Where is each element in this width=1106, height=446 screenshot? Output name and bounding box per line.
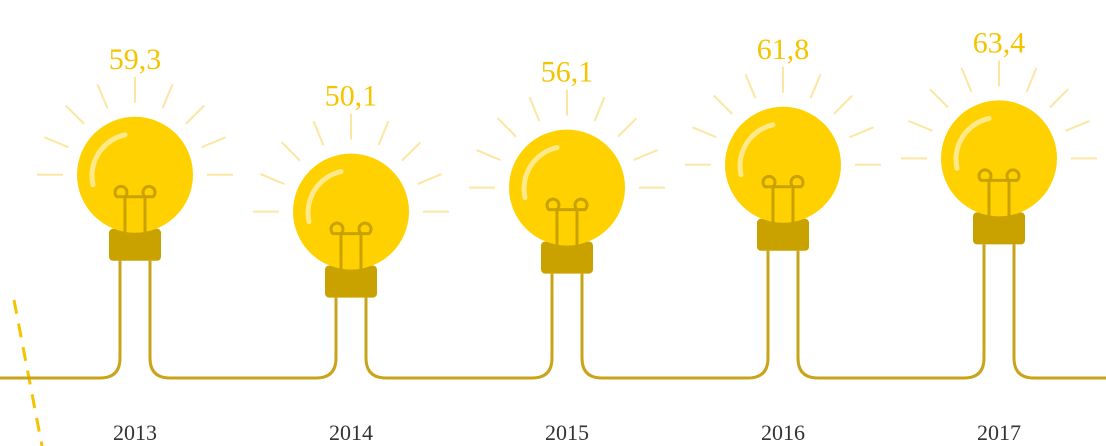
- filament: [977, 168, 1021, 217]
- bulb: [253, 113, 449, 298]
- value-label: 50,1: [325, 80, 378, 113]
- x-tick-label: 2015: [545, 420, 589, 445]
- ray: [593, 96, 606, 122]
- socket: [541, 241, 593, 274]
- ray: [1065, 119, 1090, 132]
- ray: [692, 126, 717, 139]
- bulbs: [37, 60, 1097, 298]
- highlight: [737, 122, 776, 178]
- socket: [757, 218, 809, 251]
- ray: [712, 94, 733, 115]
- wire: [0, 244, 1106, 380]
- ray: [96, 83, 109, 109]
- ray: [744, 73, 757, 99]
- ray: [280, 141, 301, 162]
- value-label: 56,1: [541, 56, 594, 89]
- ray: [476, 149, 501, 161]
- ray: [185, 104, 206, 125]
- ray: [928, 88, 949, 109]
- ray: [64, 104, 85, 125]
- ray: [161, 83, 174, 109]
- filament: [329, 221, 373, 270]
- ray: [833, 94, 854, 115]
- bulb: [469, 89, 665, 274]
- filament: [545, 197, 589, 246]
- ray: [417, 173, 442, 185]
- ray: [908, 119, 933, 132]
- value-label: 59,3: [109, 43, 162, 76]
- wires: [0, 244, 1106, 380]
- ray: [44, 136, 69, 149]
- socket: [325, 265, 377, 298]
- ray: [528, 96, 541, 122]
- x-tick-label: 2017: [977, 420, 1021, 445]
- decor-dash: [12, 299, 44, 446]
- ray: [496, 117, 517, 138]
- ray: [401, 141, 422, 162]
- ray: [849, 126, 874, 139]
- ray: [617, 117, 638, 138]
- highlight: [521, 145, 560, 201]
- ray: [1025, 67, 1038, 93]
- ray: [633, 149, 658, 161]
- ray: [260, 173, 285, 185]
- filament: [761, 174, 805, 223]
- socket: [109, 228, 161, 261]
- ray: [312, 120, 325, 146]
- x-tick-label: 2016: [761, 420, 805, 445]
- ray: [960, 67, 973, 93]
- bulb: [37, 76, 233, 261]
- ray: [1049, 88, 1070, 109]
- ray: [809, 73, 822, 99]
- ray: [377, 120, 390, 146]
- socket: [973, 212, 1025, 245]
- value-label: 63,4: [973, 26, 1026, 59]
- x-tick-label: 2014: [329, 420, 373, 445]
- highlight: [953, 115, 992, 171]
- value-label: 61,8: [757, 33, 810, 66]
- bulb: [685, 66, 881, 251]
- ray: [201, 136, 226, 149]
- bulb: [901, 60, 1097, 245]
- highlight: [89, 132, 128, 188]
- filament: [113, 184, 157, 233]
- x-tick-label: 2013: [113, 420, 157, 445]
- highlight: [305, 169, 344, 225]
